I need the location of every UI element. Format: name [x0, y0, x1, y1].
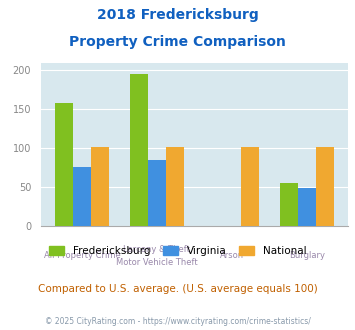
Bar	[166, 148, 184, 226]
Text: Compared to U.S. average. (U.S. average equals 100): Compared to U.S. average. (U.S. average …	[38, 284, 317, 294]
Text: © 2025 CityRating.com - https://www.cityrating.com/crime-statistics/: © 2025 CityRating.com - https://www.city…	[45, 317, 310, 326]
Bar	[73, 167, 91, 226]
Bar	[55, 103, 73, 226]
Bar	[298, 188, 316, 226]
Text: Burglary: Burglary	[289, 251, 325, 260]
Bar	[91, 148, 109, 226]
Bar	[148, 160, 166, 226]
Text: Motor Vehicle Theft: Motor Vehicle Theft	[116, 258, 198, 267]
Bar	[241, 148, 259, 226]
Text: All Property Crime: All Property Crime	[44, 251, 120, 260]
Bar	[280, 183, 298, 226]
Text: Larceny & Theft: Larceny & Theft	[124, 246, 190, 254]
Legend: Fredericksburg, Virginia, National: Fredericksburg, Virginia, National	[44, 242, 311, 260]
Text: Arson: Arson	[220, 251, 244, 260]
Bar	[316, 148, 334, 226]
Text: 2018 Fredericksburg: 2018 Fredericksburg	[97, 8, 258, 22]
Bar	[130, 74, 148, 226]
Text: Property Crime Comparison: Property Crime Comparison	[69, 35, 286, 49]
